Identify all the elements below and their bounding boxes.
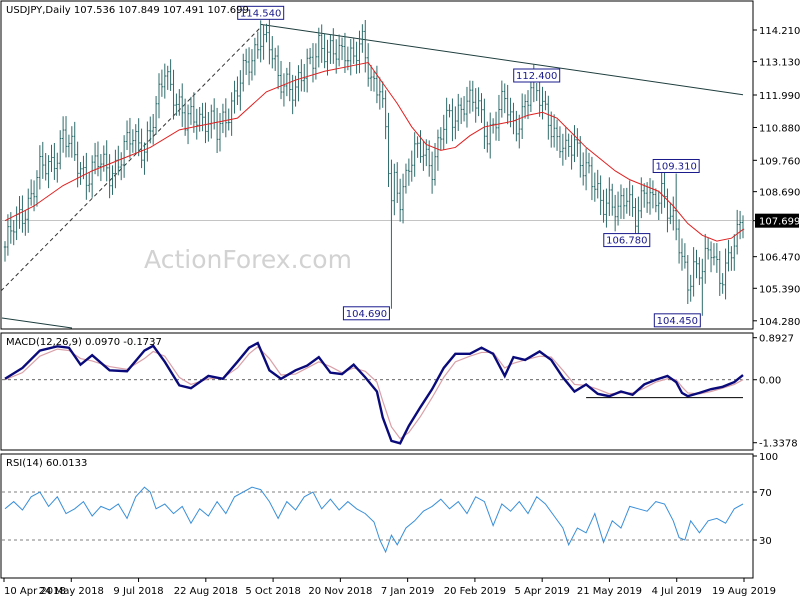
- macd-layer: [2, 341, 752, 445]
- price-tick-label: 104.280: [759, 317, 800, 328]
- x-tick-label: 21 May 2019: [577, 586, 642, 597]
- upper-trendline: [260, 23, 744, 96]
- macd-tick-label: 0.8927: [759, 334, 794, 345]
- price-label: 114.540: [240, 8, 281, 19]
- x-tick-label: 20 Nov 2018: [308, 586, 372, 597]
- rsi-panel-frame: [0, 453, 754, 579]
- rsi-title: RSI(14) 60.0133: [6, 458, 87, 469]
- price-panel-frame: [0, 0, 754, 330]
- x-tick-label: 7 Jan 2019: [381, 586, 435, 597]
- x-tick-label: 5 Apr 2019: [514, 586, 569, 597]
- price-tick-label: 109.760: [759, 156, 800, 167]
- rsi-line: [4, 486, 744, 554]
- macd-panel-frame: [0, 332, 754, 451]
- x-tick-label: 22 Aug 2018: [174, 586, 238, 597]
- price-label: 112.400: [516, 71, 557, 82]
- lower-trendline: [1, 317, 73, 329]
- price-label-box: [603, 233, 651, 248]
- price-label-box: [652, 158, 700, 173]
- price-tick-label: 113.130: [759, 58, 800, 69]
- price-label-box: [237, 5, 285, 20]
- watermark-text: ActionForex.com: [144, 245, 352, 274]
- x-tick-label: 5 Oct 2018: [245, 586, 300, 597]
- macd-tick-label: -1.3378: [759, 439, 798, 450]
- price-tick-label: 106.470: [759, 253, 800, 264]
- x-tick-label: 24 May 2018: [39, 586, 104, 597]
- price-tick-label: 111.990: [759, 91, 800, 102]
- macd-tick-label: 0.00: [759, 376, 781, 387]
- dashed-trendline: [0, 27, 262, 292]
- x-tick-label: 20 Feb 2019: [444, 586, 506, 597]
- price-title: USDJPY,Daily 107.536 107.849 107.491 107…: [6, 5, 249, 16]
- price-label-box: [653, 313, 701, 328]
- price-tick-label: 107.699: [759, 217, 800, 228]
- price-label: 104.450: [657, 316, 698, 327]
- macd-line: [4, 341, 744, 445]
- rsi-tick-label: 30: [759, 536, 772, 547]
- price-label: 106.780: [606, 236, 647, 247]
- x-tick-label: 4 Jul 2019: [652, 586, 702, 597]
- rsi-layer: [2, 486, 752, 554]
- moving-average-line: [4, 61, 744, 242]
- price-tick-label: 110.880: [759, 124, 800, 135]
- price-tick-label: 108.690: [759, 188, 800, 199]
- x-tick-label: 19 Aug 2019: [712, 586, 776, 597]
- x-tick-label: 10 Apr 2018: [4, 586, 66, 597]
- x-tick-label: 9 Jul 2018: [113, 586, 163, 597]
- axis-layer: 114.210 113.130 111.990 110.880 109.760 108.6…: [3, 26, 800, 597]
- price-tick-label: 114.210: [759, 26, 800, 37]
- price-tick-label: 105.390: [759, 284, 800, 295]
- macd-title: MACD(12,26,9) 0.0970 -0.1737: [6, 337, 162, 348]
- price-label-box: [513, 68, 561, 83]
- price-label-box: [342, 306, 390, 321]
- price-label: 104.690: [346, 309, 387, 320]
- rsi-tick-label: 100: [759, 452, 778, 463]
- rsi-tick-label: 70: [759, 488, 772, 499]
- last-price-box: [755, 213, 799, 228]
- price-layer: 114.540 104.690 112.400 106.780 109.310 104.4…: [0, 5, 753, 329]
- price-label: 109.310: [655, 161, 696, 172]
